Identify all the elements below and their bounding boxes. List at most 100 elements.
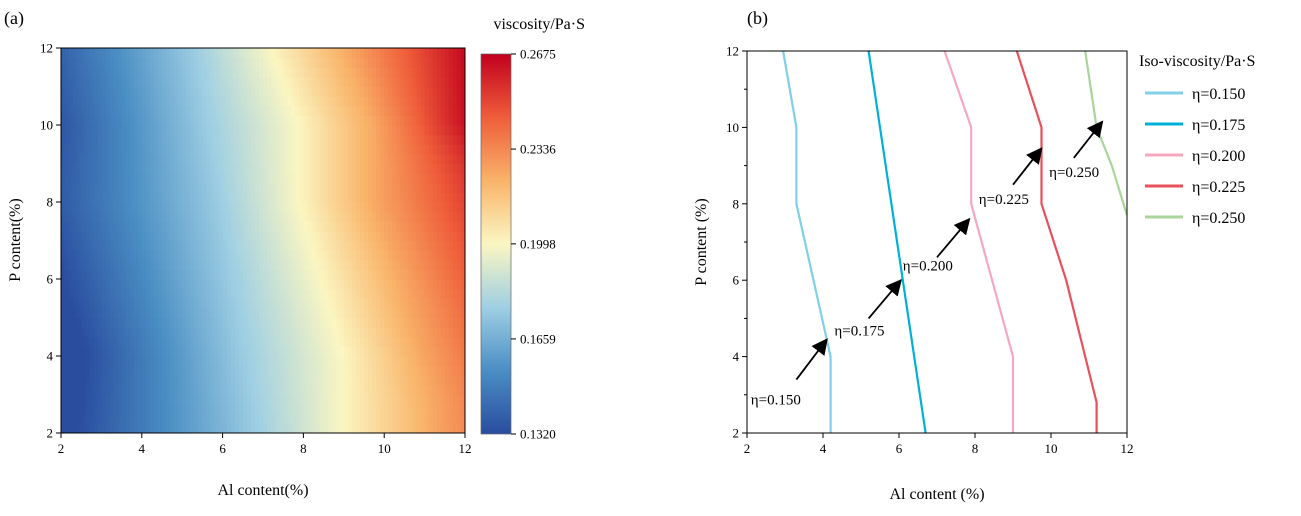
heatmap-cell [291,327,296,338]
heatmap-cell [315,394,321,405]
heatmap-cell [412,134,418,145]
heatmap-cell [315,259,321,270]
heatmap-cell [206,192,212,203]
heatmap-cell [254,202,260,213]
heatmap-cell [275,86,280,97]
heatmap-cell [275,48,280,59]
heatmap-cell [137,192,143,203]
heatmap-cell [372,76,377,88]
heatmap-cell [271,57,276,68]
heatmap-cell [263,346,268,357]
heatmap-cell [226,413,232,424]
heatmap-cell [97,144,102,155]
heatmap-cell [137,240,143,251]
heatmap-cell [380,153,385,165]
heatmap-cell [218,76,224,88]
heatmap-cell [384,288,389,299]
heatmap-cell [182,105,187,116]
heatmap-cell [105,86,111,97]
heatmap-cell [81,307,86,319]
heatmap-cell [149,192,155,203]
heatmap-cell [218,375,224,386]
heatmap-cell [125,317,131,328]
heatmap-cell [145,105,151,116]
heatmap-cell [452,163,458,174]
heatmap-cell [432,163,438,174]
heatmap-cell [182,365,187,376]
heatmap-cell [440,163,446,174]
heatmap-cell [125,279,131,290]
heatmap-cell [89,211,94,222]
heatmap-cell [343,365,349,376]
heatmap-cell [392,384,397,396]
heatmap-cell [162,48,167,59]
heatmap-cell [295,288,300,299]
heatmap-cell [234,211,240,222]
heatmap-cell [295,48,300,59]
heatmap-cell [121,384,127,396]
heatmap-cell [149,96,155,107]
heatmap-cell [335,76,341,88]
heatmap-cell [359,259,365,270]
heatmap-cell [198,384,203,396]
heatmap-cell [424,48,430,59]
heatmap-cell [218,269,224,280]
heatmap-cell [105,269,111,280]
heatmap-cell [339,192,345,203]
heatmap-cell [396,144,401,155]
heatmap-cell [178,365,183,376]
heatmap-cell [440,48,446,59]
heatmap-cell [384,182,389,193]
heatmap-cell [133,288,139,299]
heatmap-cell [299,375,304,386]
heatmap-cell [77,192,82,203]
heatmap-cell [380,356,385,367]
heatmap-cell [355,115,361,126]
heatmap-cell [174,48,179,59]
heatmap-cell [452,288,458,299]
heatmap-cell [222,240,228,251]
heatmap-cell [137,394,143,405]
heatmap-cell [226,230,232,242]
heatmap-cell [291,202,296,213]
heatmap-cell [299,259,304,270]
heatmap-cell [162,144,167,155]
heatmap-cell [456,96,462,107]
heatmap-cell [93,375,98,386]
heatmap-cell [182,269,187,280]
heatmap-cell [93,105,98,116]
heatmap-cell [355,298,361,309]
heatmap-cell [420,394,426,405]
heatmap-cell [444,48,450,59]
heatmap-cell [279,317,284,328]
heatmap-cell [77,125,82,136]
heatmap-cell [258,105,264,116]
heatmap-cell [230,86,236,97]
heatmap-cell [279,288,284,299]
heatmap-cell [343,105,349,116]
heatmap-cell [424,384,430,396]
heatmap-cell [311,413,317,424]
heatmap-cell [303,384,309,396]
heatmap-cell [275,375,280,386]
heatmap-cell [190,134,195,145]
heatmap-cell [254,365,260,376]
heatmap-cell [73,356,78,367]
heatmap-cell [254,153,260,165]
heatmap-cell [153,298,159,309]
heatmap-cell [295,115,300,126]
heatmap-cell [218,240,224,251]
heatmap-cell [424,153,430,165]
heatmap-cell [73,259,78,270]
heatmap-cell [174,115,179,126]
heatmap-cell [355,192,361,203]
heatmap-cell [400,365,405,376]
heatmap-cell [448,250,454,261]
heatmap-cell [416,375,422,386]
heatmap-cell [117,356,123,367]
heatmap-cell [125,96,131,107]
heatmap-cell [327,279,333,290]
heatmap-cell [162,211,167,222]
heatmap-cell [359,96,365,107]
heatmap-cell [343,125,349,136]
